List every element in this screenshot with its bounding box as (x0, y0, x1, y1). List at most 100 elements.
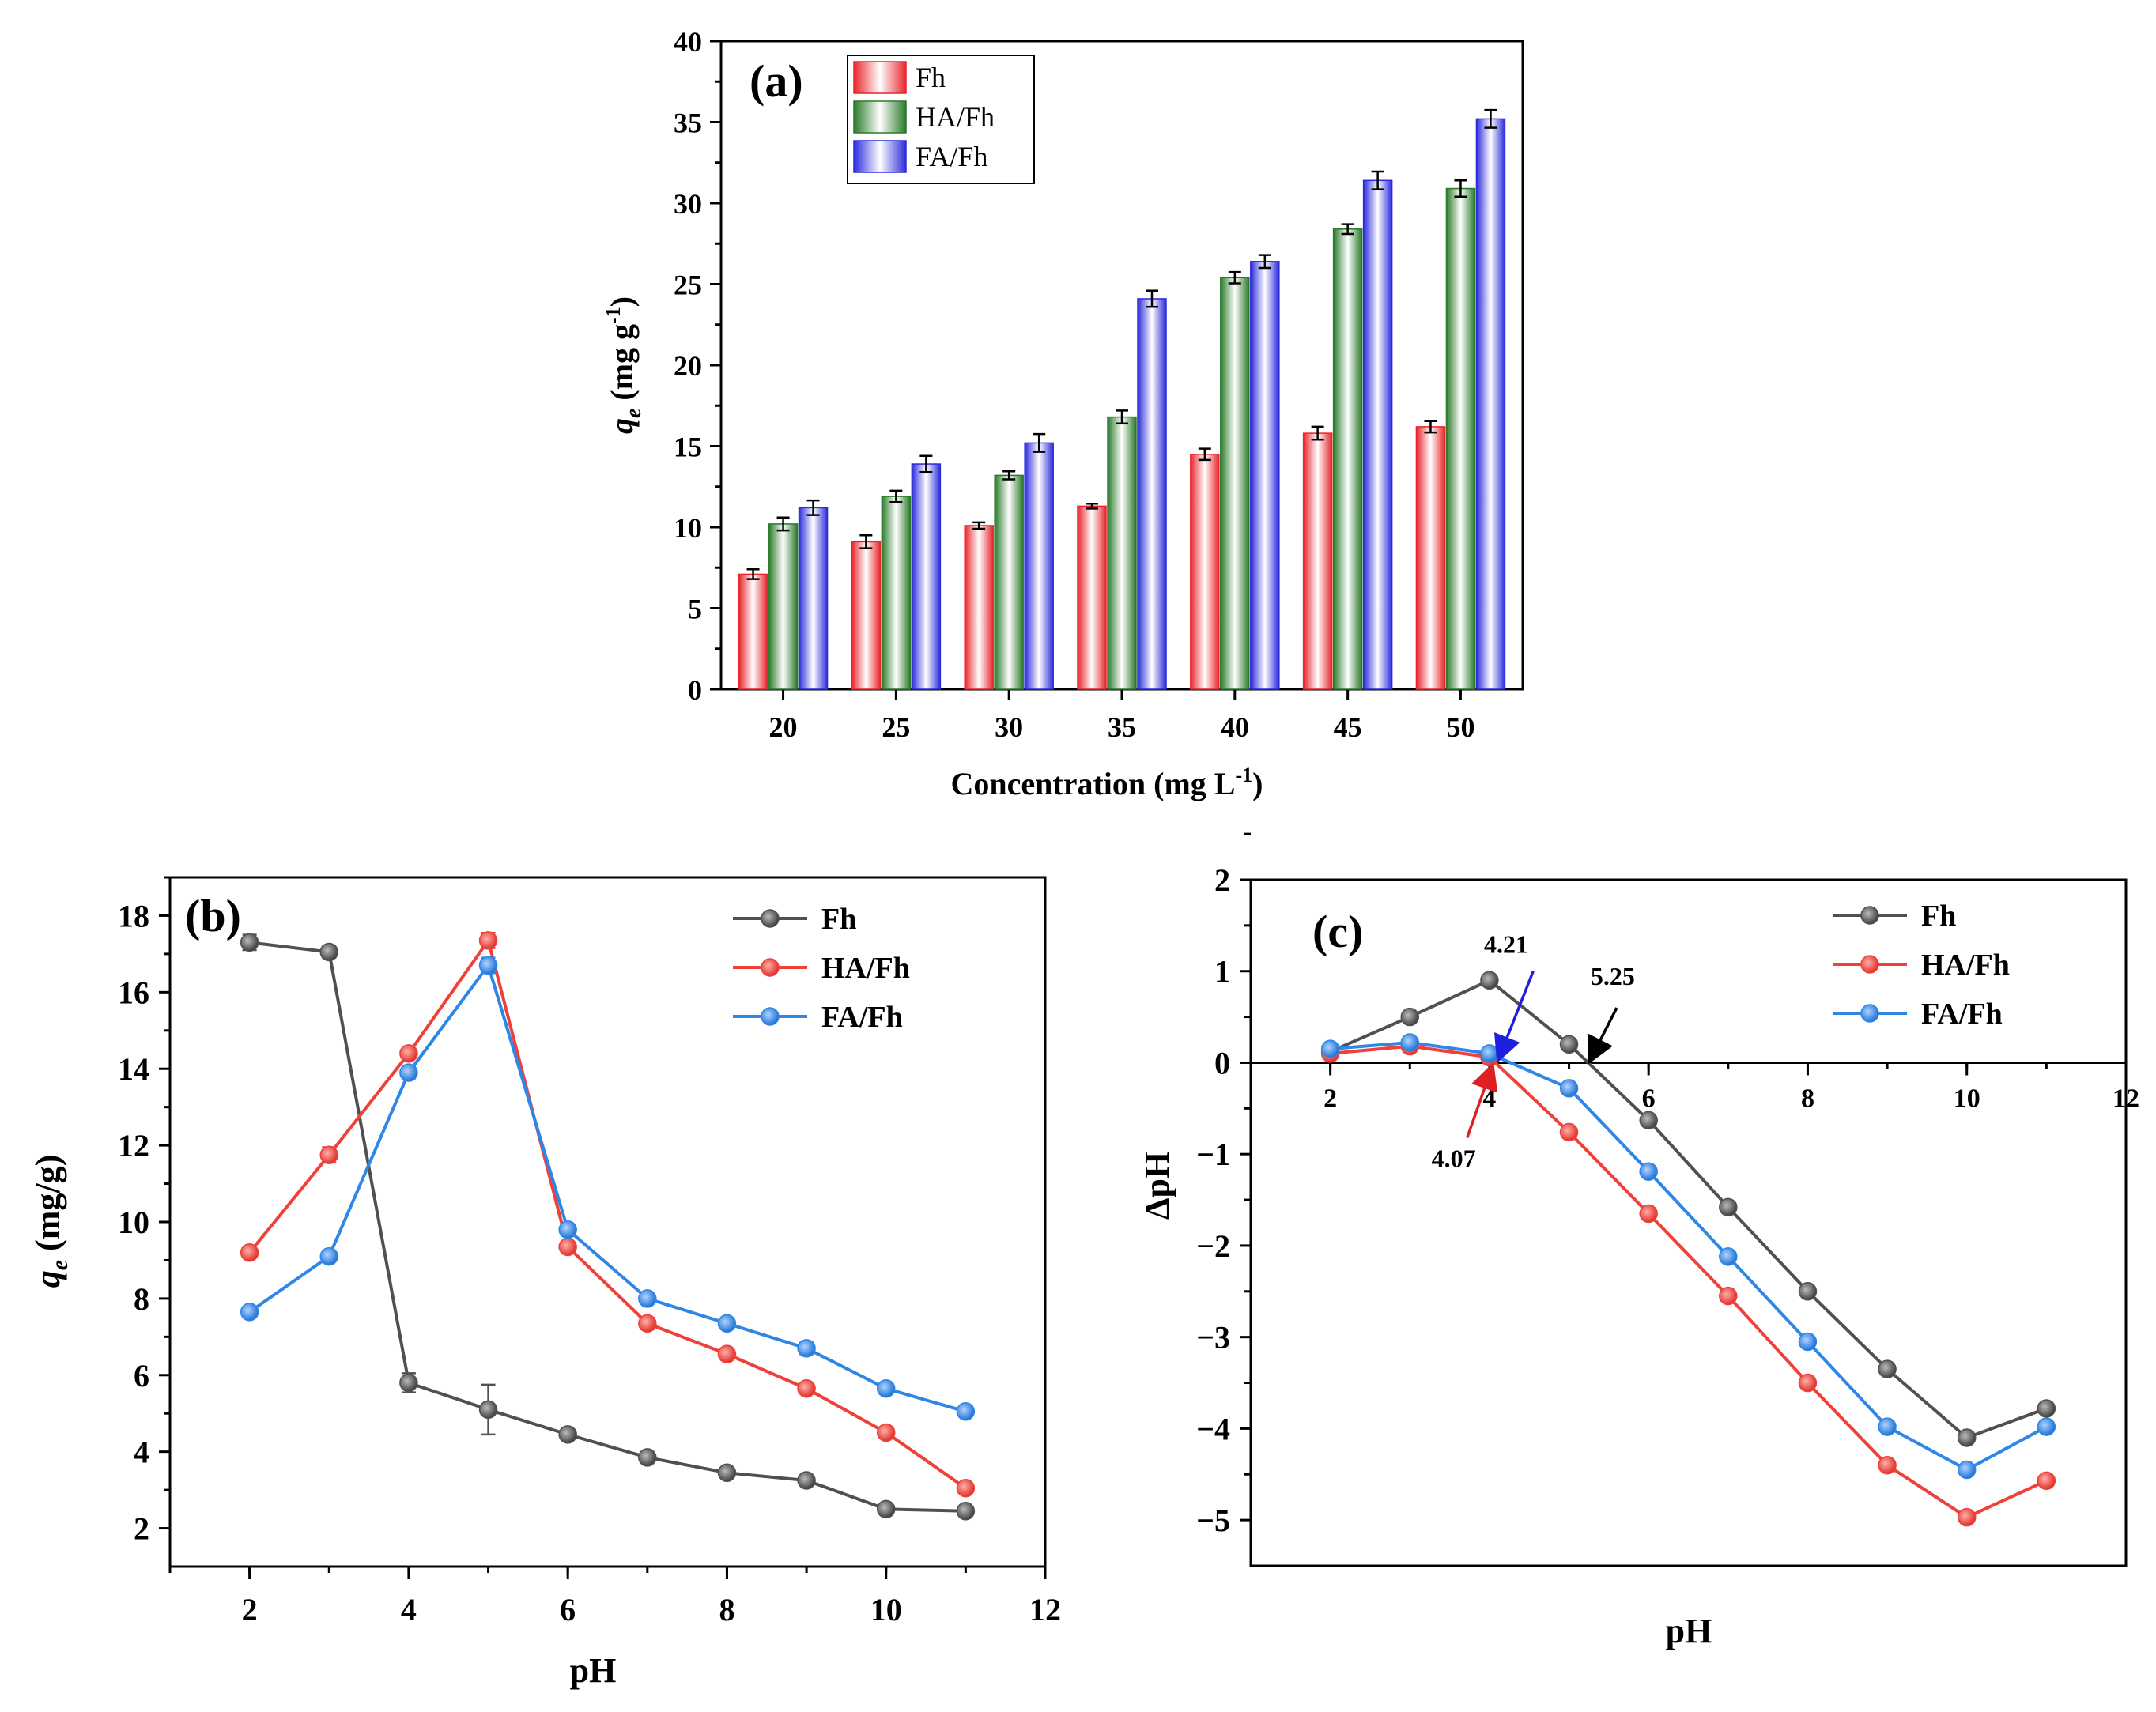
chart-a-bar (851, 541, 882, 690)
chart-c-point (1400, 1007, 1420, 1027)
chart-b-point (558, 1425, 577, 1444)
chart-c-legend-label: FA/Fh (1921, 997, 2003, 1031)
chart-c-point (1957, 1507, 1977, 1527)
chart-a-bar (1190, 454, 1220, 690)
chart-b-legend-marker (761, 1007, 780, 1026)
chart-c-series-line (1330, 1044, 2048, 1519)
chart-c-point (1798, 1373, 1818, 1393)
chart-b-ytick-label: 18 (118, 898, 149, 933)
chart-c-xtick-label: 8 (1801, 1084, 1814, 1113)
chart-a-xtick-label: 25 (882, 711, 910, 743)
chart-b-frame (168, 876, 1047, 1568)
chart-b-ytick-label: 10 (118, 1205, 149, 1240)
chart-b-panel-label: (b) (185, 890, 241, 941)
chart-a-xtick-label: 40 (1221, 711, 1249, 743)
chart-b-ytick-label: 4 (134, 1435, 149, 1470)
chart-b-point (717, 1463, 737, 1483)
chart-a-legend-swatch (853, 140, 907, 173)
chart-c-point (1639, 1111, 1658, 1130)
chart-c-arrow-black (1588, 1007, 1618, 1065)
chart-c-xtick-label: 6 (1642, 1084, 1656, 1113)
chart-b-point (876, 1499, 896, 1519)
chart-a: 0 5 10 15 20 25 30 35 40 20 25 30 35 40 45 50 (a) Conc… (602, 26, 1524, 801)
chart-c-point (1878, 1455, 1897, 1475)
chart-c-point (1559, 1122, 1579, 1142)
chart-b-legend-label: Fh (821, 903, 856, 936)
chart-b-legend-label: FA/Fh (821, 1001, 903, 1034)
chart-a-bar (964, 525, 994, 690)
chart-a-legend-label: HA/Fh (916, 101, 995, 133)
chart-a-ytick-label: 5 (688, 594, 702, 625)
chart-c-point (2037, 1399, 2056, 1418)
chart-b-xtick-label: 12 (1029, 1592, 1061, 1627)
chart-b-point (478, 1400, 498, 1420)
chart-c-ylabel: ΔpH (1138, 1152, 1176, 1220)
chart-b-ytick-label: 2 (134, 1511, 149, 1547)
chart-a-bar (1107, 416, 1137, 690)
chart-b-point (399, 1044, 418, 1063)
chart-a-xtick-label: 20 (769, 711, 798, 743)
chart-c-point (1639, 1162, 1658, 1181)
chart-b-point (638, 1289, 657, 1308)
chart-b-ytick-label: 14 (118, 1051, 149, 1087)
chart-c-ytick-label: −3 (1196, 1320, 1230, 1356)
chart-a-bar (738, 573, 768, 690)
chart-b-point (638, 1314, 657, 1333)
chart-c-point (1957, 1428, 1977, 1447)
chart-a-ytick-label: 20 (674, 350, 702, 382)
chart-a-bar (1024, 442, 1054, 690)
chart-c-series-line (1329, 978, 2048, 1440)
chart-a-bar (1415, 426, 1446, 690)
chart-c-legend-marker (1860, 906, 1879, 925)
chart-b-point (797, 1378, 816, 1398)
chart-a-panel-label: (a) (750, 55, 803, 107)
chart-c-point (1719, 1286, 1738, 1306)
chart-c-point (1559, 1035, 1579, 1054)
chart-b-point (638, 1448, 657, 1467)
chart-a-xtick-label: 50 (1446, 711, 1474, 743)
chart-b-point (319, 942, 339, 962)
chart-a-bar (1077, 505, 1107, 690)
chart-a-bar (1220, 277, 1250, 690)
chart-a-bar (1137, 298, 1167, 690)
chart-c-frame (1249, 878, 2128, 1567)
chart-c-point (1798, 1332, 1818, 1352)
chart-c-arrow-red (1466, 1062, 1498, 1138)
chart-a-bar (911, 463, 942, 690)
chart-c-point (1719, 1197, 1738, 1217)
chart-b-xtick-label: 2 (242, 1592, 258, 1627)
chart-a-bar (1250, 261, 1280, 690)
chart-a-ytick-label: 15 (674, 432, 702, 463)
chart-b-point (797, 1339, 816, 1358)
chart-b-point (399, 1063, 418, 1082)
chart-c-point (1639, 1204, 1658, 1224)
chart-c-point (2037, 1471, 2056, 1491)
chart-c-point (1480, 1044, 1499, 1063)
chart-b-point (717, 1344, 737, 1363)
chart-b-legend-marker (761, 958, 780, 977)
chart-a-bar (1332, 228, 1363, 690)
chart-b-ytick-label: 8 (134, 1281, 149, 1317)
chart-a-legend-swatch (853, 100, 907, 134)
chart-c-arrow-blue (1493, 971, 1535, 1063)
chart-a-bar (994, 474, 1024, 690)
chart-b-point (240, 1303, 259, 1322)
chart-a-ytick-label: 10 (674, 512, 702, 544)
chart-b-point (399, 1373, 418, 1393)
chart-c-panel-label: (c) (1312, 906, 1363, 957)
chart-a-ylabel: qe (mg g-1) (602, 296, 646, 434)
chart-b-point (319, 1246, 339, 1266)
chart-a-bar (1445, 187, 1476, 690)
chart-c-xlabel: pH (1666, 1612, 1712, 1650)
chart-b-point (478, 931, 498, 950)
chart-a-bar (768, 523, 799, 690)
chart-b: 2 4 6 8 10 12 14 16 18 2 4 6 8 10 12 (b) pH qe (mg/g)… (28, 876, 1061, 1690)
chart-c-series-line (1330, 1040, 2048, 1472)
chart-b-point (478, 956, 498, 975)
chart-a-ytick-label: 40 (674, 26, 702, 58)
chart-c-legend-marker (1860, 955, 1879, 974)
chart-a-bar (798, 507, 829, 690)
chart-a-xtick-label: 45 (1334, 711, 1362, 743)
chart-b-point (876, 1423, 896, 1442)
